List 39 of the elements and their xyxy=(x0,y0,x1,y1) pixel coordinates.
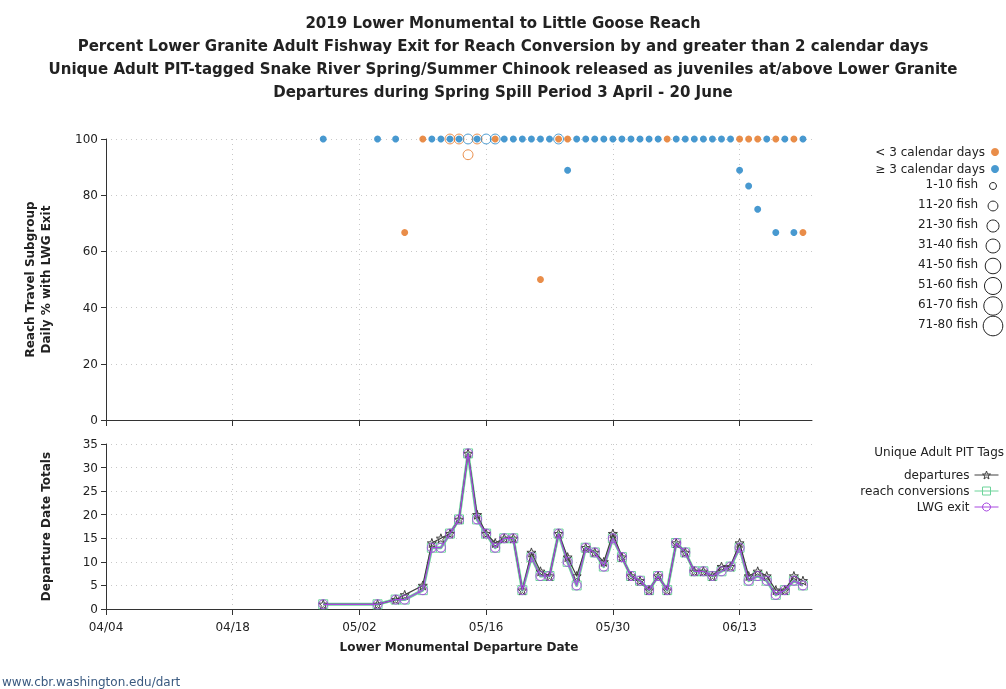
y-tick-label: 20 xyxy=(82,507,98,522)
x-tick-label: 05/30 xyxy=(595,620,631,634)
legend-label: 61-70 fish xyxy=(917,297,979,311)
legend-label: 11-20 fish xyxy=(917,197,979,211)
x-axis-title: Lower Monumental Departure Date xyxy=(339,640,579,654)
y-tick-label: 10 xyxy=(82,554,98,569)
x-tick-label: 06/13 xyxy=(722,620,757,634)
y-tick-label: 0 xyxy=(90,602,98,616)
y-tick-label: 30 xyxy=(82,460,98,475)
legend-label: 31-40 fish xyxy=(917,237,979,251)
y-tick-label: 15 xyxy=(82,531,98,546)
y-tick-label: 100 xyxy=(75,132,98,146)
legend-label: 51-60 fish xyxy=(917,277,979,291)
y-tick-label: 25 xyxy=(82,484,98,499)
y-tick-label: 60 xyxy=(82,244,98,259)
legend-label: 21-30 fish xyxy=(917,217,979,231)
y-axis-title: Departure Date Totals xyxy=(39,451,53,602)
y-tick-label: 0 xyxy=(90,413,98,427)
legend-label: LWG exit xyxy=(916,500,970,514)
text: www.cbr.washington.edu/dart xyxy=(2,675,181,689)
y-tick-label: 35 xyxy=(82,437,98,451)
x-tick-label: 04/18 xyxy=(215,620,251,634)
legend-label: ≥ 3 calendar days xyxy=(875,162,985,176)
y-tick-label: 20 xyxy=(82,356,98,371)
y-tick-label: 80 xyxy=(82,188,98,203)
legend-label: 41-50 fish xyxy=(917,257,979,271)
x-tick-label: 04/04 xyxy=(88,620,124,634)
legend-label: departures xyxy=(903,468,970,482)
legend-label: 71-80 fish xyxy=(917,317,979,331)
y-tick-label: 5 xyxy=(90,578,98,593)
chart-title: 2019 Lower Monumental to Little Goose Reach Percent Lower Granite Adult Fishway Exit for Reach Conversion by and greater than 2 calendar days Unique Adult PIT-tagged Snake River Spring/Summer Chinook released as juveniles at/above Lower Granite Departures during Spring Spill Period 3 April - 20 June xyxy=(48,13,958,101)
x-tick-label: 05/02 xyxy=(342,620,377,634)
legend-title: Unique Adult PIT Tags xyxy=(874,445,1004,459)
x-tick-label: 05/16 xyxy=(468,620,504,634)
y-tick-label: 40 xyxy=(82,300,98,315)
legend-label: < 3 calendar days xyxy=(875,145,985,159)
legend-label: 1-10 fish xyxy=(925,177,978,191)
y-axis-title: Reach Travel Subgroup Daily % with LWG Exit xyxy=(23,201,53,358)
legend-label: reach conversions xyxy=(860,484,970,498)
